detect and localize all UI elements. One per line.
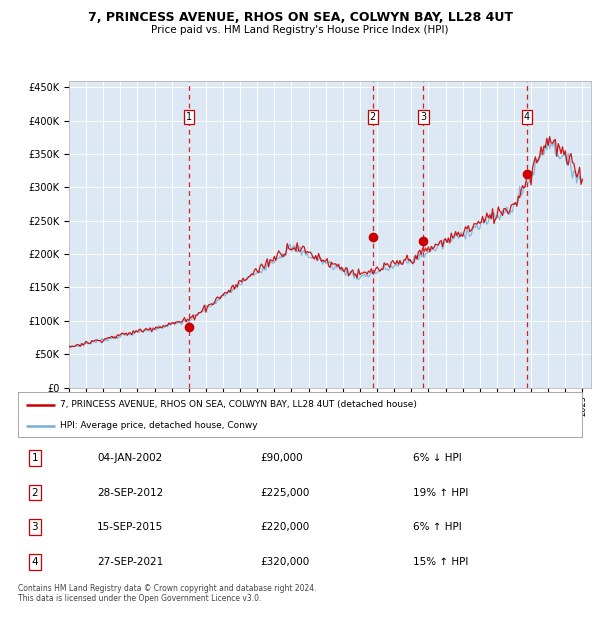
- Text: 2: 2: [370, 112, 376, 122]
- Text: Contains HM Land Registry data © Crown copyright and database right 2024.
This d: Contains HM Land Registry data © Crown c…: [18, 584, 317, 603]
- Text: 6% ↑ HPI: 6% ↑ HPI: [413, 523, 461, 533]
- Text: 1: 1: [32, 453, 38, 463]
- Text: 2: 2: [32, 487, 38, 497]
- Text: 4: 4: [32, 557, 38, 567]
- Text: 15% ↑ HPI: 15% ↑ HPI: [413, 557, 468, 567]
- Text: 28-SEP-2012: 28-SEP-2012: [97, 487, 163, 497]
- Text: 7, PRINCESS AVENUE, RHOS ON SEA, COLWYN BAY, LL28 4UT: 7, PRINCESS AVENUE, RHOS ON SEA, COLWYN …: [88, 11, 512, 24]
- Text: Price paid vs. HM Land Registry's House Price Index (HPI): Price paid vs. HM Land Registry's House …: [151, 25, 449, 35]
- Text: 6% ↓ HPI: 6% ↓ HPI: [413, 453, 461, 463]
- Text: 27-SEP-2021: 27-SEP-2021: [97, 557, 163, 567]
- Text: £90,000: £90,000: [260, 453, 303, 463]
- Text: HPI: Average price, detached house, Conwy: HPI: Average price, detached house, Conw…: [60, 422, 258, 430]
- Text: 7, PRINCESS AVENUE, RHOS ON SEA, COLWYN BAY, LL28 4UT (detached house): 7, PRINCESS AVENUE, RHOS ON SEA, COLWYN …: [60, 401, 417, 409]
- Text: 1: 1: [186, 112, 192, 122]
- Text: 3: 3: [32, 523, 38, 533]
- Text: 15-SEP-2015: 15-SEP-2015: [97, 523, 163, 533]
- Text: £320,000: £320,000: [260, 557, 310, 567]
- Text: 04-JAN-2002: 04-JAN-2002: [97, 453, 162, 463]
- Text: £220,000: £220,000: [260, 523, 310, 533]
- Text: 3: 3: [421, 112, 427, 122]
- Text: 4: 4: [524, 112, 530, 122]
- Text: 19% ↑ HPI: 19% ↑ HPI: [413, 487, 468, 497]
- Text: £225,000: £225,000: [260, 487, 310, 497]
